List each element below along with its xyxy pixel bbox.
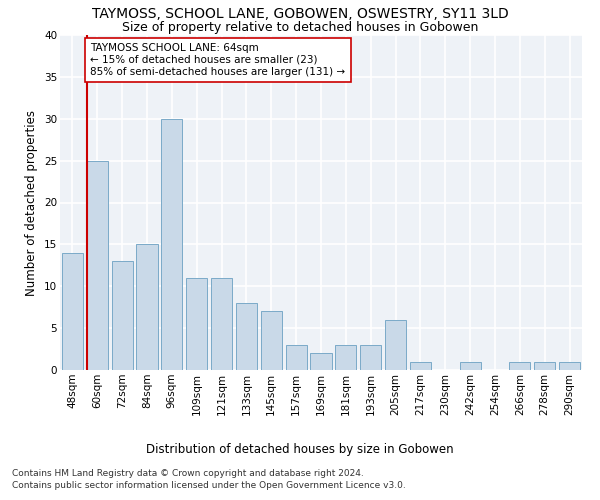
Bar bbox=[62, 253, 83, 370]
Bar bbox=[261, 312, 282, 370]
Text: Contains HM Land Registry data © Crown copyright and database right 2024.: Contains HM Land Registry data © Crown c… bbox=[12, 468, 364, 477]
Text: TAYMOSS SCHOOL LANE: 64sqm
← 15% of detached houses are smaller (23)
85% of semi: TAYMOSS SCHOOL LANE: 64sqm ← 15% of deta… bbox=[91, 44, 346, 76]
Text: Contains public sector information licensed under the Open Government Licence v3: Contains public sector information licen… bbox=[12, 481, 406, 490]
Bar bbox=[534, 362, 555, 370]
Bar bbox=[87, 160, 108, 370]
Bar bbox=[360, 345, 381, 370]
Text: Size of property relative to detached houses in Gobowen: Size of property relative to detached ho… bbox=[122, 22, 478, 35]
Bar bbox=[186, 278, 207, 370]
Bar bbox=[509, 362, 530, 370]
Bar bbox=[385, 320, 406, 370]
Bar bbox=[236, 303, 257, 370]
Bar bbox=[136, 244, 158, 370]
Bar bbox=[286, 345, 307, 370]
Bar bbox=[460, 362, 481, 370]
Bar bbox=[161, 118, 182, 370]
Bar bbox=[559, 362, 580, 370]
Bar bbox=[112, 261, 133, 370]
Bar bbox=[410, 362, 431, 370]
Text: TAYMOSS, SCHOOL LANE, GOBOWEN, OSWESTRY, SY11 3LD: TAYMOSS, SCHOOL LANE, GOBOWEN, OSWESTRY,… bbox=[92, 8, 508, 22]
Y-axis label: Number of detached properties: Number of detached properties bbox=[25, 110, 38, 296]
Bar bbox=[211, 278, 232, 370]
Bar bbox=[335, 345, 356, 370]
Text: Distribution of detached houses by size in Gobowen: Distribution of detached houses by size … bbox=[146, 442, 454, 456]
Bar bbox=[310, 353, 332, 370]
